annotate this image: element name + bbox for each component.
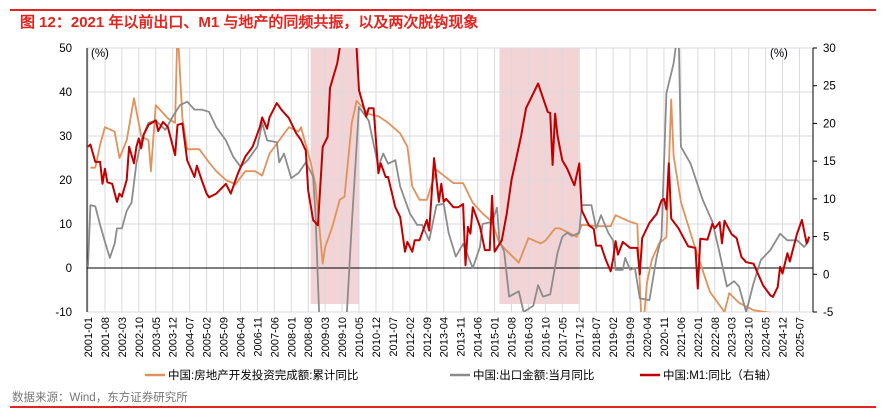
top-rule [10, 9, 876, 11]
x-tick-label: 2005-02 [202, 317, 214, 357]
x-tick-label: 2014-06 [473, 317, 485, 357]
legend-label: 中国:M1:同比（右轴） [663, 368, 777, 382]
left-tick-label: 10 [59, 219, 72, 231]
right-tick-label: -5 [823, 307, 833, 319]
x-tick-label: 2003-12 [168, 317, 180, 357]
right-tick-label: 5 [823, 232, 829, 244]
x-tick-label: 2012-02 [405, 317, 417, 357]
series-line-2 [87, 48, 811, 298]
series-line-1 [87, 48, 810, 312]
legend-label: 中国:出口金额:当月同比 [473, 368, 594, 382]
x-tick-label: 2023-03 [727, 317, 739, 357]
x-tick-label: 2013-04 [439, 317, 451, 357]
right-tick-label: 15 [823, 156, 836, 168]
legend-label: 中国:房地产开发投资完成额:累计同比 [168, 368, 358, 382]
left-tick-label: 20 [59, 175, 72, 187]
right-tick-label: 25 [823, 81, 836, 93]
x-tick-label: 2019-02 [608, 317, 620, 357]
x-tick-label: 2016-03 [523, 317, 535, 357]
x-tick-label: 2009-10 [337, 317, 349, 357]
x-tick-label: 2019-09 [625, 317, 637, 357]
x-tick-label: 2006-04 [235, 317, 247, 357]
x-tick-label: 2017-05 [557, 317, 569, 357]
x-tick-label: 2023-10 [744, 317, 756, 357]
x-tick-label: 2013-11 [456, 317, 468, 357]
x-tick-label: 2002-03 [117, 317, 129, 357]
right-tick-label: 20 [823, 118, 836, 130]
x-tick-label: 2015-01 [490, 317, 502, 357]
x-tick-label: 2003-05 [151, 317, 163, 357]
x-tick-label: 2022-08 [710, 317, 722, 357]
x-tick-label: 2008-08 [303, 317, 315, 357]
left-tick-label: 0 [66, 263, 72, 275]
x-tick-label: 2002-10 [134, 317, 146, 357]
x-tick-label: 2020-11 [659, 317, 671, 357]
x-tick-label: 2009-03 [320, 317, 332, 357]
right-tick-label: 10 [823, 194, 836, 206]
x-tick-label: 2016-10 [540, 317, 552, 357]
x-tick-label: 2001-01 [83, 317, 95, 357]
shaded-period [310, 48, 360, 304]
left-tick-label: 40 [59, 87, 72, 99]
x-tick-label: 2018-07 [591, 317, 603, 357]
x-tick-label: 2010-12 [371, 317, 383, 357]
x-tick-label: 2017-12 [574, 317, 586, 357]
x-tick-label: 2011-07 [388, 317, 400, 357]
right-unit-label: (%) [770, 48, 788, 60]
figure-title: 图 12：2021 年以前出口、M1 与地产的同频共振，以及两次脱钩现象 [20, 14, 479, 31]
x-tick-label: 2022-01 [693, 317, 705, 357]
x-tick-label: 2015-08 [507, 317, 519, 357]
series-line-0 [90, 48, 772, 312]
x-tick-label: 2005-09 [219, 317, 231, 357]
x-tick-label: 2012-09 [422, 317, 434, 357]
left-tick-label: 30 [59, 131, 72, 143]
left-tick-label: -10 [55, 307, 72, 319]
x-tick-label: 2025-07 [794, 317, 806, 357]
x-tick-label: 2007-06 [269, 317, 281, 357]
source-note: 数据来源：Wind，东方证券研究所 [12, 392, 188, 404]
right-tick-label: 0 [823, 269, 829, 281]
x-tick-label: 2010-05 [354, 317, 366, 357]
x-tick-label: 2001-08 [100, 317, 112, 357]
left-unit-label: (%) [91, 48, 109, 60]
right-tick-label: 30 [823, 43, 836, 55]
x-tick-label: 2024-12 [778, 317, 790, 357]
x-tick-label: 2006-11 [252, 317, 264, 357]
x-tick-label: 2004-07 [185, 317, 197, 357]
bottom-rule [10, 406, 876, 408]
x-tick-label: 2008-01 [286, 317, 298, 357]
x-tick-label: 2021-06 [676, 317, 688, 357]
x-tick-label: 2024-05 [761, 317, 773, 357]
left-tick-label: 50 [59, 43, 72, 55]
x-tick-label: 2020-04 [642, 317, 654, 357]
